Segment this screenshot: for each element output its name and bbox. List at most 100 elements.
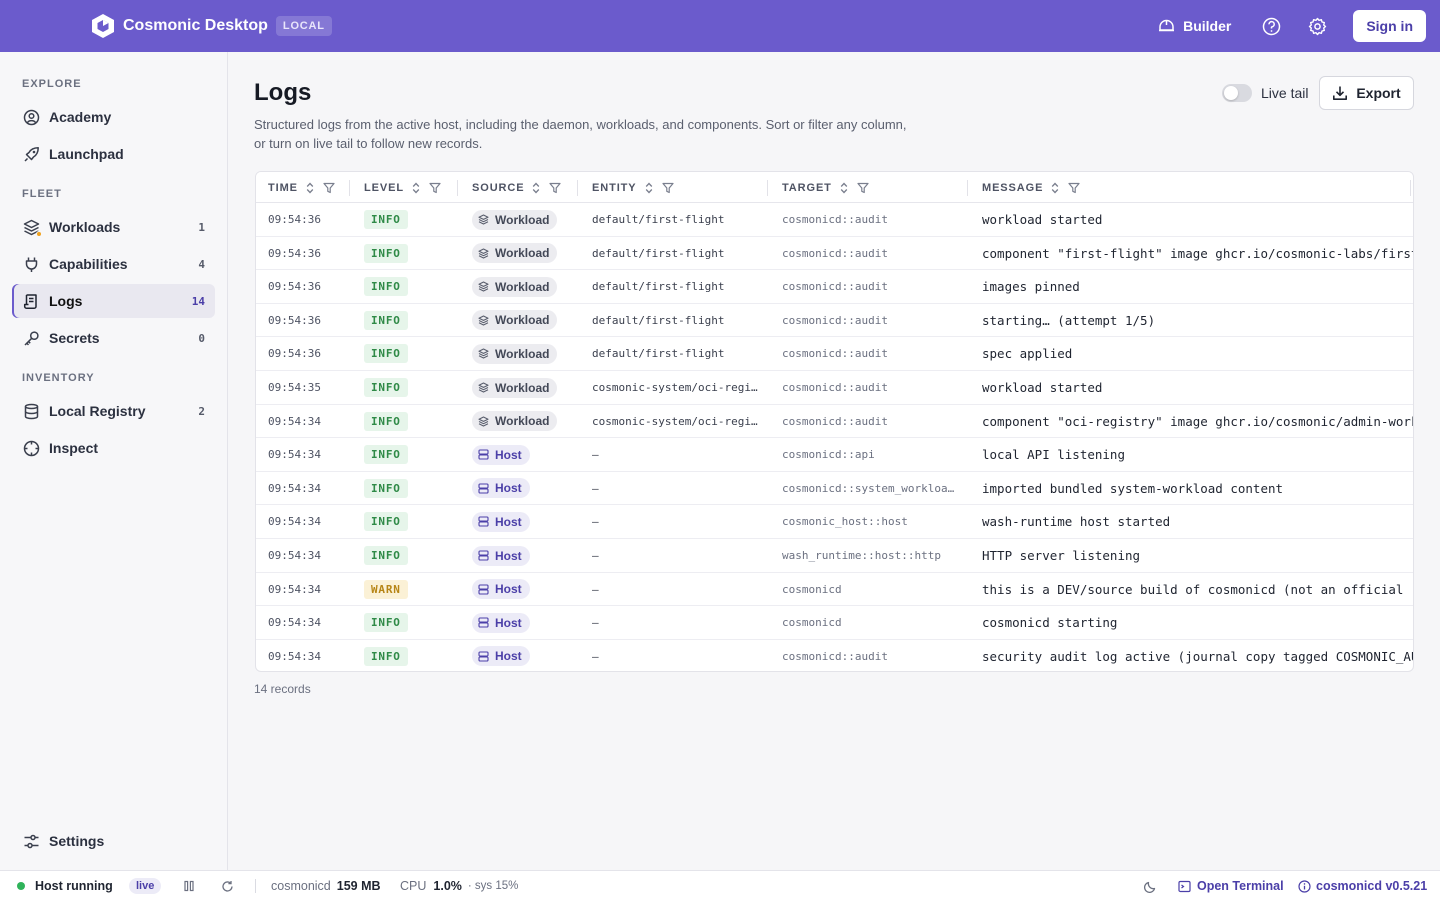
refresh-icon[interactable]: [221, 871, 234, 900]
cell-target: cosmonicd::api: [782, 448, 875, 462]
sort-icon[interactable]: [412, 182, 420, 194]
sidebar-item-inspect[interactable]: Inspect: [12, 431, 215, 465]
column-header-level[interactable]: LEVEL: [364, 172, 441, 203]
column-header-source[interactable]: SOURCE: [472, 172, 562, 203]
server-icon: [478, 617, 489, 628]
moon-icon[interactable]: [1144, 871, 1157, 900]
source-label: Host: [495, 649, 522, 664]
table-row[interactable]: 09:54:36 INFO Workload default/first-flight…: [256, 270, 1413, 304]
layers-icon: [478, 248, 489, 259]
section-label-inventory: INVENTORY: [22, 372, 95, 384]
help-icon[interactable]: [1261, 16, 1281, 36]
sidebar-item-settings[interactable]: Settings: [12, 824, 215, 858]
gear-icon[interactable]: [1307, 16, 1327, 36]
cell-time: 09:54:34: [268, 481, 321, 495]
sidebar-item-secrets[interactable]: Secrets 0: [12, 321, 215, 355]
cell-target: cosmonicd::audit: [782, 213, 888, 226]
table-row[interactable]: 09:54:36 INFO Workload default/first-flight…: [256, 237, 1413, 271]
daemon-memory: cosmonicd 159 MB: [271, 871, 381, 900]
table-row[interactable]: 09:54:34 INFO Host — cosmonicd::audit securit…: [256, 640, 1413, 671]
level-badge: INFO: [364, 277, 408, 297]
cell-source: Host: [472, 438, 530, 471]
sidebar-item-capabilities[interactable]: Capabilities 4: [12, 247, 215, 281]
level-badge: INFO: [364, 445, 408, 465]
column-header-entity[interactable]: ENTITY: [592, 172, 674, 203]
sidebar-item-logs[interactable]: Logs 14: [12, 284, 215, 318]
pause-icon[interactable]: [183, 871, 195, 900]
cell-message: HTTP server listening: [982, 548, 1141, 563]
table-row[interactable]: 09:54:34 INFO Workload cosmonic-system/oci-…: [256, 405, 1413, 439]
filter-icon[interactable]: [857, 182, 869, 194]
app-name: Cosmonic Desktop: [123, 17, 268, 34]
builder-button[interactable]: Builder: [1158, 18, 1231, 34]
column-divider[interactable]: [349, 180, 350, 196]
table-row[interactable]: 09:54:34 INFO Host — cosmonicd cosmonicd star…: [256, 606, 1413, 640]
table-row[interactable]: 09:54:34 WARN Host — cosmonicd this is a DEV/…: [256, 573, 1413, 607]
column-header-time[interactable]: TIME: [268, 172, 335, 203]
status-dot: [36, 231, 42, 237]
brand[interactable]: Cosmonic Desktop LOCAL: [91, 13, 332, 39]
page-title: Logs: [254, 79, 312, 106]
level-badge: INFO: [364, 411, 408, 431]
filter-icon[interactable]: [549, 182, 562, 194]
source-label: Workload: [495, 279, 550, 294]
source-badge: Host: [472, 646, 530, 667]
column-divider[interactable]: [767, 180, 768, 196]
version-info[interactable]: cosmonicd v0.5.21: [1298, 871, 1427, 900]
layers-icon: [478, 281, 489, 292]
sidebar-item-workloads[interactable]: Workloads 1: [12, 210, 215, 244]
column-label: MESSAGE: [982, 181, 1044, 194]
sort-icon[interactable]: [1051, 182, 1059, 194]
sort-icon[interactable]: [645, 182, 653, 194]
cell-entity: —: [592, 582, 599, 596]
column-divider[interactable]: [1410, 180, 1411, 196]
open-terminal-link[interactable]: Open Terminal: [1178, 871, 1284, 900]
cell-time: 09:54:36: [268, 280, 321, 294]
cell-message: imported bundled system-workload content: [982, 480, 1284, 496]
layers-icon: [478, 315, 489, 326]
cell-target: cosmonicd::audit: [782, 414, 888, 428]
table-row[interactable]: 09:54:34 INFO Host — wash_runtime::host::htt…: [256, 539, 1413, 573]
filter-icon[interactable]: [429, 182, 441, 194]
column-header-target[interactable]: TARGET: [782, 172, 869, 203]
table-row[interactable]: 09:54:34 INFO Host — cosmonic_host::host wash…: [256, 505, 1413, 539]
column-label: ENTITY: [592, 181, 637, 194]
cell-source: Host: [472, 640, 530, 671]
table-row[interactable]: 09:54:34 INFO Host — cosmonicd::api local API…: [256, 438, 1413, 472]
sidebar-item-label: Capabilities: [49, 256, 128, 272]
source-label: Host: [495, 582, 522, 597]
level-badge: INFO: [364, 243, 408, 263]
builder-label: Builder: [1183, 18, 1232, 34]
source-label: Host: [495, 615, 522, 630]
sidebar-item-launchpad[interactable]: Launchpad: [12, 137, 215, 171]
layers-icon: [22, 218, 42, 237]
table-row[interactable]: 09:54:34 INFO Host — cosmonicd::system_workl…: [256, 472, 1413, 506]
filter-icon[interactable]: [1068, 182, 1080, 194]
live-tail-toggle[interactable]: [1222, 84, 1252, 102]
column-divider[interactable]: [577, 180, 578, 196]
sidebar-item-label: Workloads: [49, 219, 121, 235]
sort-icon[interactable]: [840, 182, 848, 194]
source-badge: Workload: [472, 377, 558, 398]
column-header-message[interactable]: MESSAGE: [982, 172, 1080, 203]
table-row[interactable]: 09:54:36 INFO Workload default/first-flight…: [256, 337, 1413, 371]
cell-level: INFO: [364, 640, 408, 671]
column-divider[interactable]: [967, 180, 968, 196]
source-badge: Host: [472, 511, 530, 532]
sign-in-button[interactable]: Sign in: [1353, 10, 1426, 42]
filter-icon[interactable]: [323, 182, 335, 194]
cell-target: cosmonicd::audit: [782, 649, 888, 663]
table-row[interactable]: 09:54:36 INFO Workload default/first-flight…: [256, 304, 1413, 338]
filter-icon[interactable]: [661, 182, 674, 194]
column-divider[interactable]: [457, 180, 458, 196]
sort-icon[interactable]: [306, 182, 314, 194]
sidebar-item-label: Launchpad: [49, 146, 124, 162]
sidebar-item-local-registry[interactable]: Local Registry 2: [12, 394, 215, 428]
export-button[interactable]: Export: [1319, 76, 1414, 110]
cell-source: Workload: [472, 337, 558, 370]
sort-icon[interactable]: [532, 182, 540, 194]
table-row[interactable]: 09:54:35 INFO Workload cosmonic-system/oci-…: [256, 371, 1413, 405]
cell-target: cosmonicd::audit: [782, 246, 888, 260]
sidebar-item-academy[interactable]: Academy: [12, 100, 215, 134]
table-row[interactable]: 09:54:36 INFO Workload default/first-flight…: [256, 203, 1413, 237]
